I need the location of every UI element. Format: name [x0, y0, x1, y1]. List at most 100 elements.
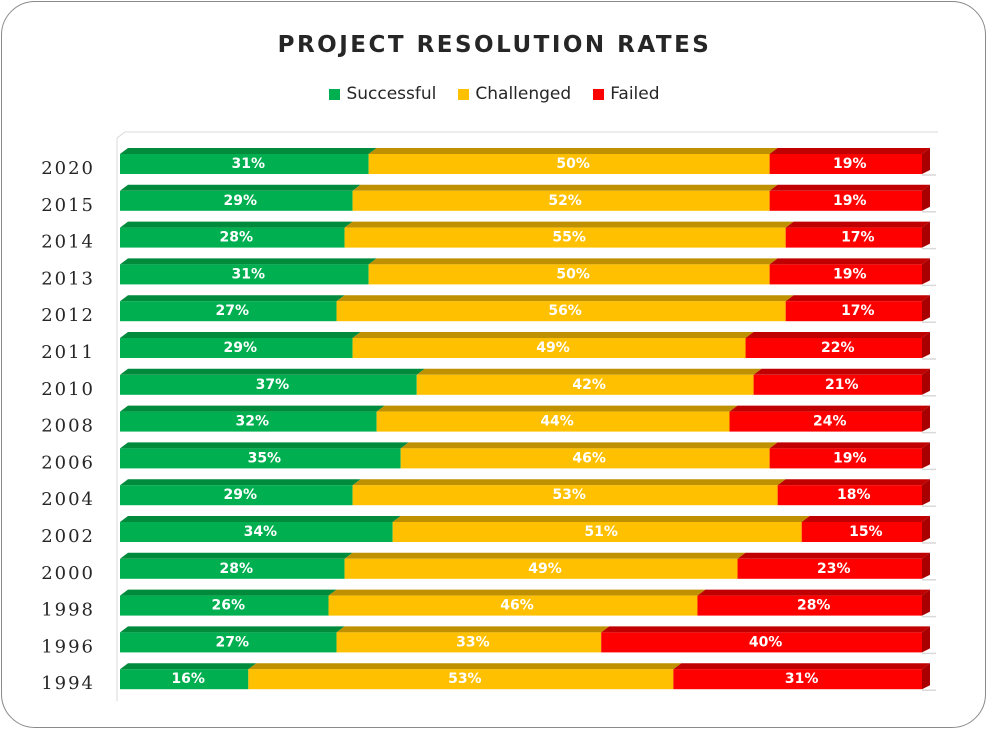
bar-side-face: [922, 184, 930, 211]
data-label: 31%: [232, 266, 266, 282]
data-label: 21%: [825, 377, 859, 393]
category-label: 2013: [41, 268, 95, 289]
bar-segment-successful: [120, 374, 417, 395]
legend-label-successful: Successful: [346, 84, 437, 104]
bar-segment-failed: [769, 190, 922, 211]
data-label: 22%: [821, 340, 855, 356]
legend-swatch-challenged: [458, 88, 470, 100]
bar-top-face: [801, 516, 930, 522]
bar-segment-failed: [673, 669, 922, 690]
data-label: 19%: [833, 450, 867, 466]
bar-top-face: [785, 221, 930, 228]
category-label: 2014: [41, 232, 95, 253]
category-label: 2015: [41, 195, 95, 216]
bar-segment-successful: [120, 190, 353, 211]
data-label: 56%: [548, 303, 582, 319]
bar-top-face: [769, 258, 930, 265]
bar-segment-failed: [697, 595, 922, 616]
bar-side-face: [922, 148, 930, 174]
bar-side-face: [922, 405, 930, 432]
category-label: 2012: [41, 305, 95, 326]
bar-top-face: [697, 589, 930, 596]
legend-item-successful[interactable]: Successful: [329, 84, 436, 104]
data-label: 28%: [797, 598, 831, 614]
data-label: 28%: [220, 230, 254, 246]
data-label: 29%: [224, 340, 258, 356]
data-label: 34%: [244, 524, 278, 540]
bar-segment-failed: [737, 558, 922, 579]
legend-label-challenged: Challenged: [475, 84, 572, 104]
category-label: 2002: [41, 526, 95, 547]
category-label: 2010: [41, 379, 95, 400]
bar-side-face: [922, 479, 930, 506]
bar-top-face: [352, 184, 778, 191]
bar-segment-challenged: [368, 154, 770, 174]
bar-segment-challenged: [328, 595, 698, 616]
data-label: 42%: [572, 377, 606, 393]
data-label: 19%: [833, 156, 867, 172]
bar-segment-challenged: [336, 301, 786, 322]
bar-top-face: [368, 258, 778, 265]
data-label: 53%: [448, 671, 482, 687]
data-label: 27%: [216, 303, 250, 319]
legend-item-challenged[interactable]: Challenged: [458, 84, 571, 104]
data-label: 17%: [841, 230, 875, 246]
bar-top-face: [392, 516, 810, 522]
data-label: 35%: [248, 450, 282, 466]
bar-top-face: [120, 258, 377, 265]
bar-top-face: [120, 479, 361, 486]
bar-top-face: [400, 442, 778, 449]
bar-side-face: [922, 626, 930, 653]
data-label: 31%: [232, 156, 266, 172]
bar-top-face: [120, 295, 345, 302]
bar-segment-successful: [120, 558, 345, 579]
bar-top-face: [745, 332, 930, 338]
bar-top-face: [120, 663, 257, 670]
bar-side-face: [922, 368, 930, 395]
bar-top-face: [328, 589, 706, 596]
legend-item-failed[interactable]: Failed: [593, 84, 660, 104]
data-label: 24%: [813, 414, 847, 430]
category-label: 1994: [41, 673, 95, 694]
data-label: 40%: [749, 634, 783, 650]
bar-top-face: [737, 552, 930, 559]
bar-side-face: [922, 442, 930, 469]
bar-top-face: [344, 221, 794, 228]
bar-segment-successful: [120, 669, 249, 690]
data-label: 19%: [833, 266, 867, 282]
bar-segment-failed: [769, 154, 922, 174]
bar-segment-challenged: [416, 374, 754, 395]
bar-top-face: [601, 626, 930, 633]
bar-segment-successful: [120, 154, 369, 174]
data-label: 31%: [785, 671, 819, 687]
bar-segment-successful: [120, 411, 377, 432]
bar-segment-failed: [745, 338, 922, 358]
data-label: 18%: [837, 487, 871, 503]
bar-segment-failed: [601, 632, 922, 653]
bar-side-face: [922, 516, 930, 542]
bar-top-face: [344, 552, 746, 559]
bar-top-face: [769, 184, 930, 191]
bar-segment-failed: [785, 301, 922, 322]
data-label: 27%: [216, 634, 250, 650]
bar-top-face: [673, 663, 930, 670]
data-label: 37%: [256, 377, 290, 393]
bar-segment-successful: [120, 264, 369, 285]
bar-top-face: [120, 148, 377, 154]
category-label: 1998: [41, 600, 95, 621]
bar-top-face: [785, 295, 930, 302]
category-label: 2000: [41, 563, 95, 584]
category-label: 2008: [41, 416, 95, 437]
data-label: 53%: [552, 487, 586, 503]
bar-segment-challenged: [352, 190, 770, 211]
legend: Successful Challenged Failed: [0, 84, 989, 104]
bar-top-face: [769, 442, 930, 449]
data-label: 29%: [224, 193, 258, 209]
bar-segment-failed: [753, 374, 922, 395]
bar-segment-challenged: [336, 632, 602, 653]
data-label: 16%: [171, 671, 205, 687]
data-label: 50%: [556, 266, 590, 282]
data-label: 44%: [540, 414, 574, 430]
bar-segment-successful: [120, 522, 393, 542]
